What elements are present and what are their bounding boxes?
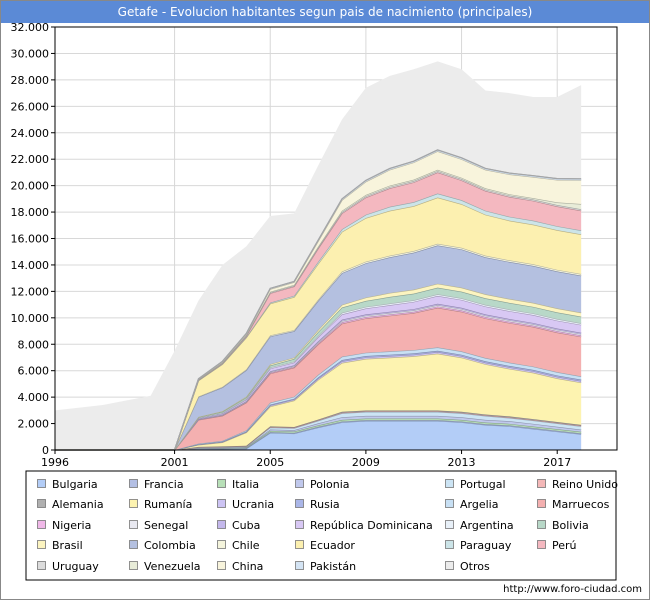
- legend-label-6: Alemania: [52, 498, 104, 511]
- x-tick-label-4: 2013: [448, 456, 476, 469]
- x-tick-label-3: 2009: [352, 456, 380, 469]
- legend-label-24: Uruguay: [52, 560, 99, 573]
- y-tick-label-5: 10.000: [11, 312, 50, 325]
- legend-label-16: Argentina: [460, 519, 514, 532]
- legend-swatch-13: [129, 520, 138, 529]
- legend-label-21: Ecuador: [310, 539, 355, 552]
- legend-swatch-6: [37, 499, 46, 508]
- y-tick-label-16: 32.000: [11, 21, 50, 34]
- legend-label-2: Italia: [232, 478, 259, 491]
- legend-swatch-9: [295, 499, 304, 508]
- legend-swatch-23: [537, 540, 546, 549]
- legend-swatch-14: [217, 520, 226, 529]
- legend-swatch-0: [37, 479, 46, 488]
- y-tick-label-7: 14.000: [11, 259, 50, 272]
- legend-swatch-27: [295, 561, 304, 570]
- y-tick-label-10: 20.000: [11, 180, 50, 193]
- legend-label-19: Colombia: [144, 539, 196, 552]
- legend-swatch-18: [37, 540, 46, 549]
- series-area-20: [55, 243, 582, 450]
- legend-swatch-10: [445, 499, 454, 508]
- y-tick-label-2: 4.000: [18, 391, 50, 404]
- series-line-28: [55, 149, 582, 451]
- legend-label-17: Bolivia: [552, 519, 589, 532]
- legend-swatch-26: [217, 561, 226, 570]
- legend-label-14: Cuba: [232, 519, 260, 532]
- legend-label-0: Bulgaria: [52, 478, 98, 491]
- legend-swatch-15: [295, 520, 304, 529]
- legend-label-12: Nigeria: [52, 519, 91, 532]
- legend-label-1: Francia: [144, 478, 184, 491]
- series-area-0: [55, 420, 582, 450]
- y-tick-label-6: 12.000: [11, 285, 50, 298]
- y-tick-label-11: 22.000: [11, 153, 50, 166]
- y-tick-label-4: 8.000: [18, 338, 50, 351]
- legend-label-15: República Dominicana: [310, 519, 433, 532]
- source-url: http://www.foro-ciudad.com: [503, 584, 642, 595]
- legend-label-13: Senegal: [144, 519, 188, 532]
- legend-swatch-16: [445, 520, 454, 529]
- legend-swatch-19: [129, 540, 138, 549]
- legend-label-26: China: [232, 560, 263, 573]
- legend: Bulgaria Francia Italia Polonia Portugal Rein…: [37, 478, 618, 573]
- chart-title: Getafe - Evolucion habitantes segun pais…: [118, 5, 533, 19]
- y-tick-label-12: 24.000: [11, 127, 50, 140]
- x-tick-label-2: 2005: [256, 456, 284, 469]
- legend-swatch-12: [37, 520, 46, 529]
- y-tick-label-15: 30.000: [11, 47, 50, 60]
- legend-label-8: Ucrania: [232, 498, 274, 511]
- legend-label-20: Chile: [232, 539, 260, 552]
- legend-swatch-2: [217, 479, 226, 488]
- legend-swatch-25: [129, 561, 138, 570]
- series-area-11: [55, 307, 582, 450]
- legend-label-23: Perú: [552, 539, 577, 552]
- legend-swatch-1: [129, 479, 138, 488]
- y-tick-label-8: 16.000: [11, 233, 50, 246]
- x-axis-ticks: 1996 2001 2005 2009 2013 2017: [41, 450, 571, 469]
- legend-label-25: Venezuela: [144, 560, 201, 573]
- legend-swatch-17: [537, 520, 546, 529]
- legend-box: [25, 470, 617, 581]
- legend-swatch-21: [295, 540, 304, 549]
- x-tick-label-5: 2017: [543, 456, 571, 469]
- y-tick-label-9: 18.000: [11, 206, 50, 219]
- legend-label-9: Rusia: [310, 498, 340, 511]
- series-area-19: [55, 245, 582, 450]
- legend-label-18: Brasil: [52, 539, 83, 552]
- legend-swatch-8: [217, 499, 226, 508]
- legend-label-7: Rumanía: [144, 498, 192, 511]
- legend-label-4: Portugal: [460, 478, 506, 491]
- legend-label-3: Polonia: [310, 478, 350, 491]
- legend-swatch-7: [129, 499, 138, 508]
- legend-swatch-28: [445, 561, 454, 570]
- legend-swatch-22: [445, 540, 454, 549]
- legend-swatch-3: [295, 479, 304, 488]
- legend-label-11: Marruecos: [552, 498, 610, 511]
- y-tick-label-13: 26.000: [11, 100, 50, 113]
- legend-swatch-11: [537, 499, 546, 508]
- y-axis-ticks: 0 2.000 4.000 6.000 8.000 10.000 12.000 14.000 1…: [11, 21, 55, 457]
- legend-swatch-20: [217, 540, 226, 549]
- series-area-26: [55, 151, 582, 450]
- legend-swatch-4: [445, 479, 454, 488]
- legend-label-28: Otros: [460, 560, 490, 573]
- legend-label-27: Pakistán: [310, 560, 356, 573]
- y-tick-label-14: 28.000: [11, 74, 50, 87]
- y-tick-label-1: 2.000: [18, 418, 50, 431]
- legend-label-22: Paraguay: [460, 539, 512, 552]
- legend-label-10: Argelia: [460, 498, 498, 511]
- y-tick-label-0: 0: [42, 444, 49, 457]
- legend-swatch-5: [537, 479, 546, 488]
- legend-swatch-24: [37, 561, 46, 570]
- legend-label-5: Reino Unido: [552, 478, 618, 491]
- x-tick-label-1: 2001: [161, 456, 189, 469]
- title-bar: [1, 1, 649, 23]
- y-tick-label-3: 6.000: [18, 365, 50, 378]
- x-tick-label-0: 1996: [41, 456, 69, 469]
- series-area-7: [55, 353, 582, 450]
- series-areas: [55, 149, 582, 451]
